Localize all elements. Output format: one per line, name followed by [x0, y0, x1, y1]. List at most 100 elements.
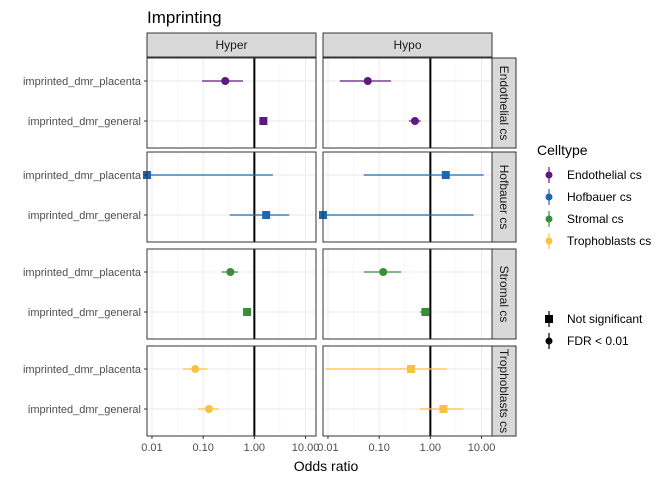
panel-border	[146, 345, 317, 437]
panel-background	[323, 152, 492, 242]
legend-label: Stromal cs	[567, 212, 624, 226]
legend-item-endothelial-cs: Endothelial cs	[545, 167, 642, 183]
data-marks	[143, 77, 484, 413]
marker-square	[441, 171, 450, 179]
legend-key-square	[545, 315, 553, 323]
point-trophoblasts-cs-hyper-imprinted-dmr-general	[198, 405, 219, 413]
legend-item-stromal-cs: Stromal cs	[545, 211, 624, 227]
panel-background	[323, 249, 492, 339]
facet-panels: Hyper Hypo Endothelial cs Hofbauer cs Stroma…	[23, 32, 517, 454]
marker-circle	[363, 77, 372, 85]
x-axis: 0.01 0.10 1.00 10.000.01 0.10 1.00 10.00	[141, 436, 495, 454]
legend-label: Hofbauer cs	[567, 190, 632, 204]
row-strip-label: Stromal cs	[497, 266, 511, 323]
legend-title: Celltype	[537, 142, 588, 158]
column-strip-box	[322, 32, 493, 58]
panel-background	[323, 346, 492, 436]
panel-border	[322, 57, 493, 149]
legend-key-circle	[545, 337, 553, 345]
legend-label: Endothelial cs	[567, 168, 642, 182]
panel-background	[323, 58, 492, 148]
marker-circle	[204, 405, 213, 413]
chart-title: Imprinting	[147, 8, 222, 27]
row-strip-stromal-cs: Stromal cs	[491, 248, 517, 340]
panel-border	[146, 57, 317, 149]
column-strip-box	[146, 32, 317, 58]
marker-square	[439, 405, 448, 413]
x-axis-label: Odds ratio	[294, 458, 359, 474]
row-strip-label: Endothelial cs	[497, 66, 511, 141]
column-strip-hyper: Hyper	[146, 32, 317, 58]
panel-border	[322, 248, 493, 340]
panel-endothelial-cs-hypo	[323, 58, 492, 148]
minor-gridlines	[177, 58, 281, 148]
marker-circle	[410, 117, 419, 125]
minor-gridlines	[177, 152, 281, 242]
point-trophoblasts-cs-hyper-imprinted-dmr-placenta	[182, 365, 208, 373]
column-strip-hypo: Hypo	[322, 32, 493, 58]
panel-stromal-cs-hypo	[323, 249, 492, 339]
row-strip-hofbauer-cs: Hofbauer cs	[491, 151, 517, 243]
point-endothelial-cs-hypo-imprinted-dmr-placenta	[339, 77, 391, 85]
panel-background	[147, 58, 316, 148]
row-strip-box	[491, 57, 517, 149]
minor-gridlines	[353, 152, 457, 242]
row-strip-box	[491, 248, 517, 340]
panel-hofbauer-cs-hypo	[323, 152, 492, 242]
panel-border	[322, 151, 493, 243]
row-strip-trophoblasts-cs: Trophoblasts cs	[491, 345, 517, 437]
column-strip-label: Hyper	[215, 38, 247, 52]
row-strip-label: Trophoblasts cs	[497, 349, 511, 433]
point-stromal-cs-hypo-imprinted-dmr-placenta	[363, 268, 402, 276]
minor-gridlines	[177, 346, 281, 436]
point-stromal-cs-hyper-imprinted-dmr-placenta	[221, 268, 239, 276]
point-trophoblasts-cs-hypo-imprinted-dmr-placenta	[325, 365, 447, 373]
column-strip-label: Hypo	[393, 38, 421, 52]
y-tick-label: imprinted_dmr_placenta	[23, 170, 142, 182]
point-hofbauer-cs-hyper-imprinted-dmr-general	[229, 211, 290, 219]
minor-gridlines	[353, 58, 457, 148]
legend: Celltype Endothelial cs Hofbauer cs Stromal…	[537, 142, 651, 349]
legend-label: Not significant	[567, 312, 643, 326]
point-hofbauer-cs-hypo-imprinted-dmr-placenta	[363, 171, 484, 179]
panel-hofbauer-cs-hyper	[147, 152, 316, 242]
point-stromal-cs-hypo-imprinted-dmr-general	[419, 308, 430, 316]
y-tick-label: imprinted_dmr_placenta	[23, 76, 142, 88]
panel-trophoblasts-cs-hyper	[147, 346, 316, 436]
point-endothelial-cs-hyper-imprinted-dmr-placenta	[202, 77, 243, 85]
legend-label: FDR < 0.01	[567, 334, 629, 348]
minor-gridlines	[353, 346, 457, 436]
y-tick-label: imprinted_dmr_placenta	[23, 364, 142, 376]
point-stromal-cs-hyper-imprinted-dmr-general	[243, 308, 252, 316]
y-tick-label: imprinted_dmr_placenta	[23, 267, 142, 279]
x-tick-label: 0.01	[141, 442, 162, 454]
x-tick-label: 1.00	[244, 442, 265, 454]
y-tick-label: imprinted_dmr_general	[28, 116, 141, 128]
panel-background	[147, 249, 316, 339]
y-tick-label: imprinted_dmr_general	[28, 307, 141, 319]
marker-circle	[379, 268, 388, 276]
panel-background	[147, 152, 316, 242]
minor-gridlines	[353, 249, 457, 339]
legend-key-marker	[545, 215, 553, 223]
minor-gridlines	[177, 249, 281, 339]
legend-item-trophoblasts-cs: Trophoblasts cs	[545, 233, 651, 249]
panel-border	[146, 248, 317, 340]
x-tick-label: 0.10	[192, 442, 213, 454]
marker-square	[259, 117, 268, 125]
legend-key-marker	[545, 171, 553, 179]
marker-square	[421, 308, 430, 316]
y-axis: imprinted_dmr_placenta imprinted_dmr_gene…	[23, 76, 147, 416]
row-strip-box	[491, 151, 517, 243]
marker-square	[407, 365, 416, 373]
panel-stromal-cs-hyper	[147, 249, 316, 339]
row-strip-endothelial-cs: Endothelial cs	[491, 57, 517, 149]
panel-background	[147, 346, 316, 436]
legend-key-marker	[545, 193, 553, 201]
x-tick-label: 0.01	[317, 442, 338, 454]
panel-border	[322, 345, 493, 437]
marker-square	[243, 308, 252, 316]
legend-key-marker	[545, 237, 553, 245]
x-tick-label: 10.00	[468, 442, 496, 454]
